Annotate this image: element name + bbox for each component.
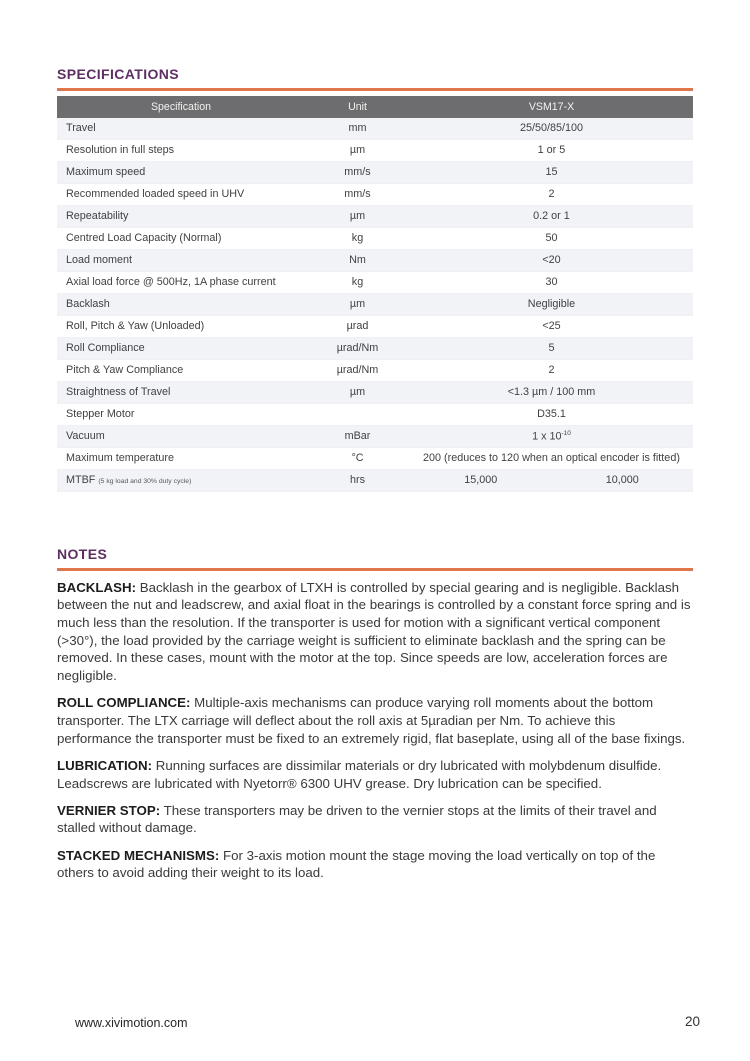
spec-cell-note: (5 kg load and 30% duty cycle) [98,478,192,485]
note-paragraph: BACKLASH: Backlash in the gearbox of LTX… [57,579,691,684]
unit-cell: kg [305,271,410,294]
specifications-table: Specification Unit VSM17-X Travel mm 25/50… [57,95,693,492]
unit-cell [305,403,410,426]
value-cell: <25 [409,315,693,338]
value-cell: <1.3 µm / 100 mm [409,381,693,404]
column-header-specification: Specification [57,95,306,118]
table-row: Maximum temperature °C 200 (reduces to 120… [57,447,693,470]
note-paragraph: ROLL COMPLIANCE: Multiple-axis mechanism… [57,695,686,746]
value-cell: 1 x 10-10 [409,425,693,448]
note-paragraph-label: STACKED MECHANISMS: [57,847,220,863]
note-paragraph: VERNIER STOP: These transporters may be … [57,802,657,836]
spec-cell: Straightness of Travel [57,381,306,404]
unit-cell: hrs [305,469,410,492]
note-paragraph-label: LUBRICATION: [57,757,153,773]
table-row: Centred Load Capacity (Normal) kg 50 [57,227,693,250]
spec-cell: Travel [57,117,306,140]
note-paragraph-label: BACKLASH: [57,579,137,595]
unit-cell: mm/s [305,183,410,206]
table-row: Roll, Pitch & Yaw (Unloaded) µrad <25 [57,315,693,338]
unit-cell: µrad/Nm [305,359,410,382]
spec-cell: Centred Load Capacity (Normal) [57,227,306,250]
table-row: Vacuum mBar 1 x 10-10 [57,425,693,448]
table-header-row: Specification Unit VSM17-X [57,95,693,118]
specifications-heading: SPECIFICATIONS [57,66,180,82]
spec-cell: Vacuum [57,425,306,448]
footer-website-link[interactable]: www.xivimotion.com [75,1016,188,1030]
column-header-value: VSM17-X [409,95,693,118]
footer-page-number: 20 [684,1014,700,1029]
spec-cell: Pitch & Yaw Compliance [57,359,306,382]
table-row: Load moment Nm <20 [57,249,693,272]
table-row: Stepper Motor D35.1 [57,403,693,426]
spec-cell: Maximum temperature [57,447,306,470]
table-row: Maximum speed mm/s 15 [57,161,693,184]
table-row: Resolution in full steps µm 1 or 5 [57,139,693,162]
note-paragraph-label: ROLL COMPLIANCE: [57,695,191,711]
notes-paragraphs: BACKLASH: Backlash in the gearbox of LTX… [57,579,693,883]
table-row: Travel mm 25/50/85/100 [57,117,693,140]
value-cell: 5 [409,337,693,360]
table-row: Axial load force @ 500Hz, 1A phase curre… [57,271,693,294]
unit-cell: µm [305,293,410,316]
spec-cell: Maximum speed [57,161,306,184]
spec-table-body: Travel mm 25/50/85/100 Resolution in full s… [57,117,693,492]
table-row: Roll Compliance µrad/Nm 5 [57,337,693,360]
table-row: Backlash µm Negligible [57,293,693,316]
spec-cell: Axial load force @ 500Hz, 1A phase curre… [57,271,306,294]
table-row: Repeatability µm 0.2 or 1 [57,205,693,228]
value-cell: Negligible [409,293,693,316]
spec-cell: Stepper Motor [57,403,306,426]
value-cell: 50 [409,227,693,250]
notes-heading: NOTES [57,546,108,562]
table-row: Recommended loaded speed in UHV mm/s 2 [57,183,693,206]
note-paragraph-label: VERNIER STOP: [57,802,161,818]
unit-cell: mm [305,117,410,140]
note-paragraph: STACKED MECHANISMS: For 3-axis motion mo… [57,847,656,881]
unit-cell: kg [305,227,410,250]
spec-table-header: Specification Unit VSM17-X [57,95,693,118]
unit-cell: µrad/Nm [305,337,410,360]
specifications-section: SPECIFICATIONS Specification Unit VSM17-… [57,67,693,492]
spec-cell: Roll, Pitch & Yaw (Unloaded) [57,315,306,338]
unit-cell: µrad [305,315,410,338]
notes-section: NOTES BACKLASH: Backlash in the gearbox … [57,547,693,892]
unit-cell: µm [305,381,410,404]
column-header-unit: Unit [305,95,410,118]
value-cell: 1 or 5 [409,139,693,162]
spec-cell: Roll Compliance [57,337,306,360]
unit-cell: µm [305,205,410,228]
value-cell: 30 [409,271,693,294]
value-cell: <20 [409,249,693,272]
spec-cell: MTBF (5 kg load and 30% duty cycle) [57,469,306,492]
notes-rule [57,568,693,571]
value-cell: 15 [409,161,693,184]
unit-cell: µm [305,139,410,162]
unit-cell: °C [305,447,410,470]
value-cell: 25/50/85/100 [409,117,693,140]
spec-cell: Repeatability [57,205,306,228]
value-cell: 2 [409,183,693,206]
note-paragraph: LUBRICATION: Running surfaces are dissim… [57,757,662,791]
spec-cell: Resolution in full steps [57,139,306,162]
table-row: Straightness of Travel µm <1.3 µm / 100 mm [57,381,693,404]
value-cell: 2 [409,359,693,382]
value-cell: 0.2 or 1 [409,205,693,228]
unit-cell: mBar [305,425,410,448]
unit-cell: mm/s [305,161,410,184]
value-cell: 200 (reduces to 120 when an optical enco… [409,447,693,470]
table-row: MTBF (5 kg load and 30% duty cycle) hrs 15,… [57,469,693,492]
spec-cell: Load moment [57,249,306,272]
value-cell: 15,000 10,000 [409,469,693,492]
specifications-rule [57,88,693,91]
spec-cell: Recommended loaded speed in UHV [57,183,306,206]
value-cell: D35.1 [409,403,693,426]
spec-cell: Backlash [57,293,306,316]
table-row: Pitch & Yaw Compliance µrad/Nm 2 [57,359,693,382]
unit-cell: Nm [305,249,410,272]
